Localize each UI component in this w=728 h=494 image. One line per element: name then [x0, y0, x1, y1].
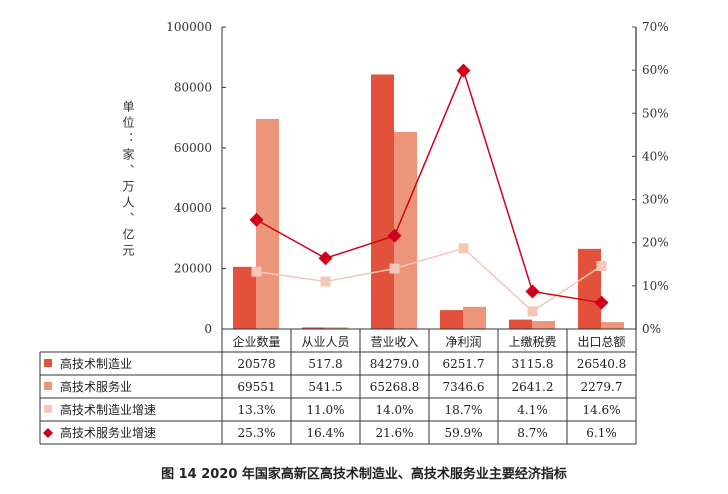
data-label: 4.1%	[517, 403, 548, 417]
marker-square	[320, 276, 331, 287]
marker-diamond	[387, 228, 402, 243]
data-label: 541.5	[308, 380, 342, 394]
bar-services	[325, 327, 348, 329]
y2-tick-label: 0%	[642, 322, 661, 336]
legend-label: 高技术制造业增速	[60, 402, 156, 417]
marker-square	[251, 266, 262, 277]
data-label: 14.0%	[375, 403, 413, 417]
legend-square-icon	[44, 359, 52, 367]
y-axis-label: 单位：家、万人、亿元	[121, 100, 135, 260]
y2-tick-label: 20%	[642, 236, 669, 250]
data-label: 6251.7	[443, 357, 485, 371]
y-tick-label: 100000	[166, 20, 212, 34]
data-label: 26540.8	[577, 357, 627, 371]
marker-square	[458, 243, 469, 254]
y-tick-label: 20000	[174, 262, 212, 276]
data-label: 14.6%	[582, 403, 620, 417]
bar-manufacturing	[509, 319, 532, 329]
marker-diamond	[249, 212, 264, 227]
series-line-3	[256, 68, 602, 304]
bar-services	[532, 321, 555, 329]
data-label: 2279.7	[581, 380, 623, 394]
y2-tick-label: 30%	[642, 193, 669, 207]
legend-square-icon	[44, 382, 52, 390]
data-label: 59.9%	[444, 426, 482, 440]
category-label: 净利润	[445, 335, 481, 349]
category-label: 上缴税费	[508, 334, 556, 349]
legend-label: 高技术服务业	[60, 379, 132, 394]
bar-manufacturing	[302, 327, 325, 329]
marker-square	[596, 261, 607, 272]
marker-square	[389, 263, 400, 274]
marker-square	[527, 306, 538, 317]
bar-services	[601, 322, 624, 329]
data-label: 517.8	[308, 357, 342, 371]
legend-diamond-icon	[43, 428, 53, 438]
y2-tick-label: 40%	[642, 149, 669, 163]
legend-square-icon	[44, 405, 52, 413]
data-label: 21.6%	[375, 426, 413, 440]
bar-services	[394, 131, 417, 329]
y-tick-label: 80000	[174, 80, 212, 94]
data-label: 65268.8	[370, 380, 420, 394]
bar-manufacturing	[578, 248, 601, 329]
data-label: 84279.0	[370, 357, 420, 371]
bar-services	[463, 306, 486, 329]
data-label: 6.1%	[586, 426, 617, 440]
legend-label: 高技术服务业增速	[60, 425, 156, 440]
data-label: 69551	[237, 380, 275, 394]
y-tick-label: 60000	[174, 141, 212, 155]
category-label: 出口总额	[577, 335, 625, 349]
category-label: 营业收入	[370, 335, 418, 349]
legend-label: 高技术制造业	[60, 356, 132, 371]
y2-tick-label: 70%	[642, 20, 669, 34]
y-tick-label: 40000	[174, 201, 212, 215]
data-label: 7346.6	[443, 380, 485, 394]
data-label: 16.4%	[306, 426, 344, 440]
bar-manufacturing	[371, 74, 394, 329]
category-label: 企业数量	[232, 334, 280, 349]
marker-diamond	[525, 284, 540, 299]
chart-title: 图 14 2020 年国家高新区高技术制造业、高技术服务业主要经济指标	[161, 466, 567, 482]
bar-manufacturing	[440, 310, 463, 329]
marker-diamond	[456, 63, 471, 78]
data-label: 20578	[237, 357, 275, 371]
y-tick-label: 0	[204, 322, 212, 336]
y2-tick-label: 10%	[642, 279, 669, 293]
data-label: 2641.2	[512, 380, 554, 394]
bar-services	[256, 118, 279, 329]
data-label: 11.0%	[306, 403, 344, 417]
data-label: 8.7%	[517, 426, 548, 440]
data-label: 3115.8	[512, 357, 554, 371]
marker-diamond	[318, 251, 333, 266]
bar-manufacturing	[233, 266, 256, 329]
y2-tick-label: 50%	[642, 106, 669, 120]
data-label: 18.7%	[444, 403, 482, 417]
marker-diamond	[594, 295, 609, 310]
series-line-2	[256, 247, 602, 313]
data-label: 25.3%	[237, 426, 275, 440]
data-label: 13.3%	[237, 403, 275, 417]
y2-tick-label: 60%	[642, 63, 669, 77]
category-label: 从业人员	[301, 335, 349, 349]
